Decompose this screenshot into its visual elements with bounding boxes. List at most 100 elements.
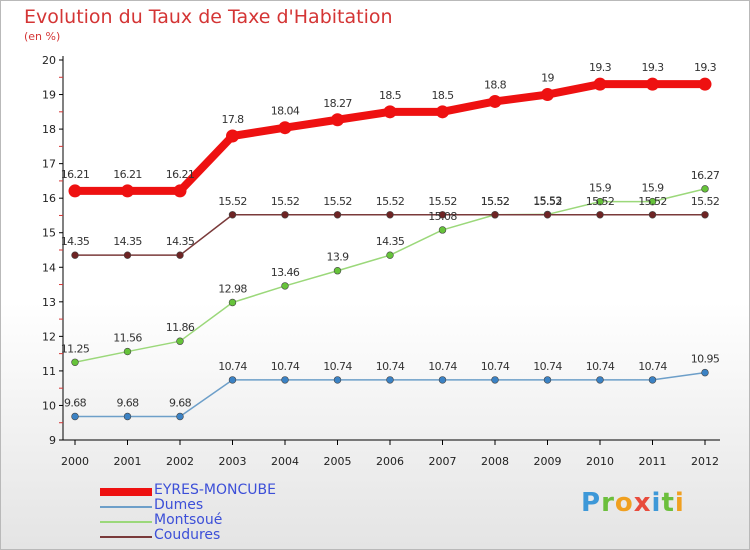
data-label: 14.35 — [61, 235, 90, 248]
data-label: 10.74 — [271, 360, 300, 373]
y-tick-label: 12 — [42, 330, 56, 343]
legend: EYRES-MONCUBE Dumes Montsoué Coudures — [100, 482, 340, 544]
data-label: 16.21 — [166, 168, 195, 181]
x-tick-label: 2010 — [586, 455, 614, 468]
data-label: 19.3 — [694, 61, 717, 74]
y-tick-label: 19 — [42, 89, 56, 102]
data-point — [386, 376, 394, 384]
data-label: 15.52 — [481, 195, 510, 208]
legend-swatch-coudures — [100, 536, 152, 538]
data-point — [596, 197, 604, 206]
data-point — [333, 376, 342, 384]
data-label: 10.74 — [481, 360, 510, 373]
y-tick-label: 18 — [42, 123, 56, 136]
legend-swatch-dumes — [100, 506, 152, 508]
data-label: 10.74 — [323, 360, 352, 373]
data-point — [701, 368, 709, 377]
data-label: 10.95 — [691, 353, 720, 366]
data-label: 17.8 — [221, 113, 244, 126]
data-point — [226, 129, 239, 143]
data-label: 15.52 — [533, 195, 562, 208]
legend-item-coudures: Coudures — [100, 527, 340, 544]
data-point — [333, 211, 342, 219]
data-point — [543, 211, 552, 219]
data-label: 15.52 — [428, 195, 457, 208]
data-point — [333, 267, 342, 275]
x-tick-label: 2009 — [534, 455, 562, 468]
data-point — [438, 376, 447, 384]
data-point — [646, 77, 659, 91]
logo-letter: t — [661, 488, 675, 518]
data-point — [488, 94, 502, 108]
y-tick-label: 14 — [42, 261, 56, 274]
data-label: 12.98 — [218, 283, 247, 296]
data-label: 13.9 — [326, 251, 349, 264]
data-label: 18.5 — [379, 89, 402, 102]
y-tick-label: 17 — [42, 158, 56, 171]
data-point — [278, 121, 292, 135]
y-tick-label: 13 — [42, 296, 56, 309]
data-label: 15.52 — [586, 195, 615, 208]
y-tick-label: 10 — [42, 399, 56, 412]
data-label: 9.68 — [116, 397, 139, 410]
proxiti-logo: Proxiti — [581, 488, 685, 518]
y-tick-label: 11 — [42, 365, 56, 378]
legend-swatch-montsoue — [100, 521, 152, 523]
data-label: 10.74 — [533, 360, 562, 373]
data-label: 15.52 — [638, 195, 667, 208]
data-point — [281, 376, 289, 384]
data-point — [71, 412, 79, 421]
data-label: 11.86 — [166, 321, 195, 334]
data-point — [281, 211, 289, 219]
y-tick-label: 16 — [42, 192, 56, 205]
data-point — [176, 412, 184, 421]
data-label: 10.74 — [376, 360, 405, 373]
data-point — [228, 298, 237, 307]
data-point — [491, 211, 499, 219]
data-point — [543, 376, 552, 384]
logo-letter: r — [601, 488, 615, 518]
data-label: 19.3 — [589, 61, 612, 74]
data-point — [173, 184, 187, 198]
data-label: 15.52 — [271, 195, 300, 208]
data-point — [68, 184, 82, 198]
data-label: 19.3 — [641, 61, 664, 74]
data-label: 13.46 — [271, 266, 300, 279]
data-label: 18.04 — [271, 105, 300, 118]
legend-label-dumes: Dumes — [154, 497, 204, 513]
legend-item-eyres-moncube: EYRES-MONCUBE — [100, 482, 340, 499]
data-label: 15.52 — [481, 195, 510, 208]
data-label: 16.21 — [61, 168, 90, 181]
x-tick-label: 2001 — [114, 455, 142, 468]
data-label: 14.35 — [113, 235, 142, 248]
y-tick-label: 15 — [42, 227, 56, 240]
data-label: 9.68 — [169, 397, 192, 410]
logo-letter: i — [651, 488, 662, 518]
data-point — [593, 77, 607, 91]
data-point — [176, 337, 184, 345]
data-label: 10.74 — [428, 360, 457, 373]
data-label: 18.27 — [323, 97, 352, 110]
data-point — [71, 251, 79, 259]
data-point — [701, 211, 709, 219]
data-point — [281, 282, 289, 290]
data-point — [386, 251, 394, 259]
data-label: 10.74 — [586, 360, 615, 373]
data-point — [648, 376, 657, 384]
data-label: 9.68 — [64, 397, 87, 410]
logo-letter: o — [614, 488, 634, 518]
data-point — [176, 251, 184, 259]
data-label: 10.74 — [218, 360, 247, 373]
data-label: 11.25 — [61, 342, 90, 355]
data-point — [228, 376, 237, 384]
data-point — [71, 358, 79, 366]
y-tick-label: 20 — [42, 54, 56, 67]
legend-swatch-eyres-moncube — [100, 488, 152, 496]
data-label: 15.53 — [533, 194, 562, 207]
data-point — [596, 376, 604, 384]
data-point — [123, 347, 132, 356]
data-point — [648, 197, 657, 206]
x-tick-label: 2002 — [166, 455, 194, 468]
x-tick-label: 2008 — [481, 455, 509, 468]
